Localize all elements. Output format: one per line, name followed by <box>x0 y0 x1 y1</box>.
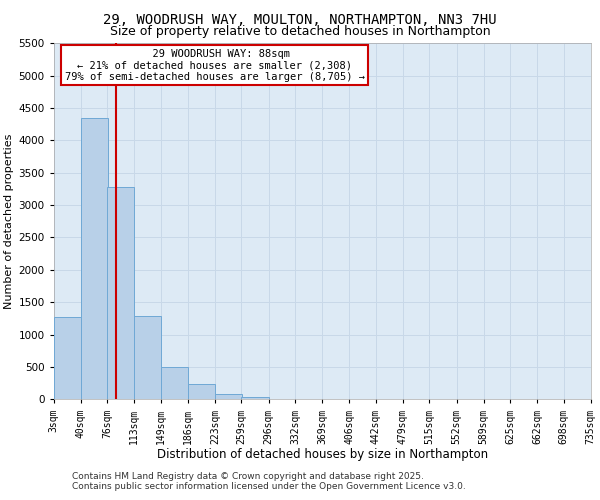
Bar <box>107 187 134 400</box>
Text: Size of property relative to detached houses in Northampton: Size of property relative to detached ho… <box>110 25 490 38</box>
Text: 29 WOODRUSH WAY: 88sqm
← 21% of detached houses are smaller (2,308)
79% of semi-: 29 WOODRUSH WAY: 88sqm ← 21% of detached… <box>65 48 365 82</box>
Bar <box>81 118 108 400</box>
Y-axis label: Number of detached properties: Number of detached properties <box>4 134 14 309</box>
Text: 29, WOODRUSH WAY, MOULTON, NORTHAMPTON, NN3 7HU: 29, WOODRUSH WAY, MOULTON, NORTHAMPTON, … <box>103 12 497 26</box>
X-axis label: Distribution of detached houses by size in Northampton: Distribution of detached houses by size … <box>157 448 488 461</box>
Bar <box>241 398 269 400</box>
Text: Contains public sector information licensed under the Open Government Licence v3: Contains public sector information licen… <box>72 482 466 491</box>
Bar <box>134 316 161 400</box>
Bar <box>215 394 242 400</box>
Bar <box>161 367 188 400</box>
Bar <box>188 384 215 400</box>
Text: Contains HM Land Registry data © Crown copyright and database right 2025.: Contains HM Land Registry data © Crown c… <box>72 472 424 481</box>
Bar <box>53 317 81 400</box>
